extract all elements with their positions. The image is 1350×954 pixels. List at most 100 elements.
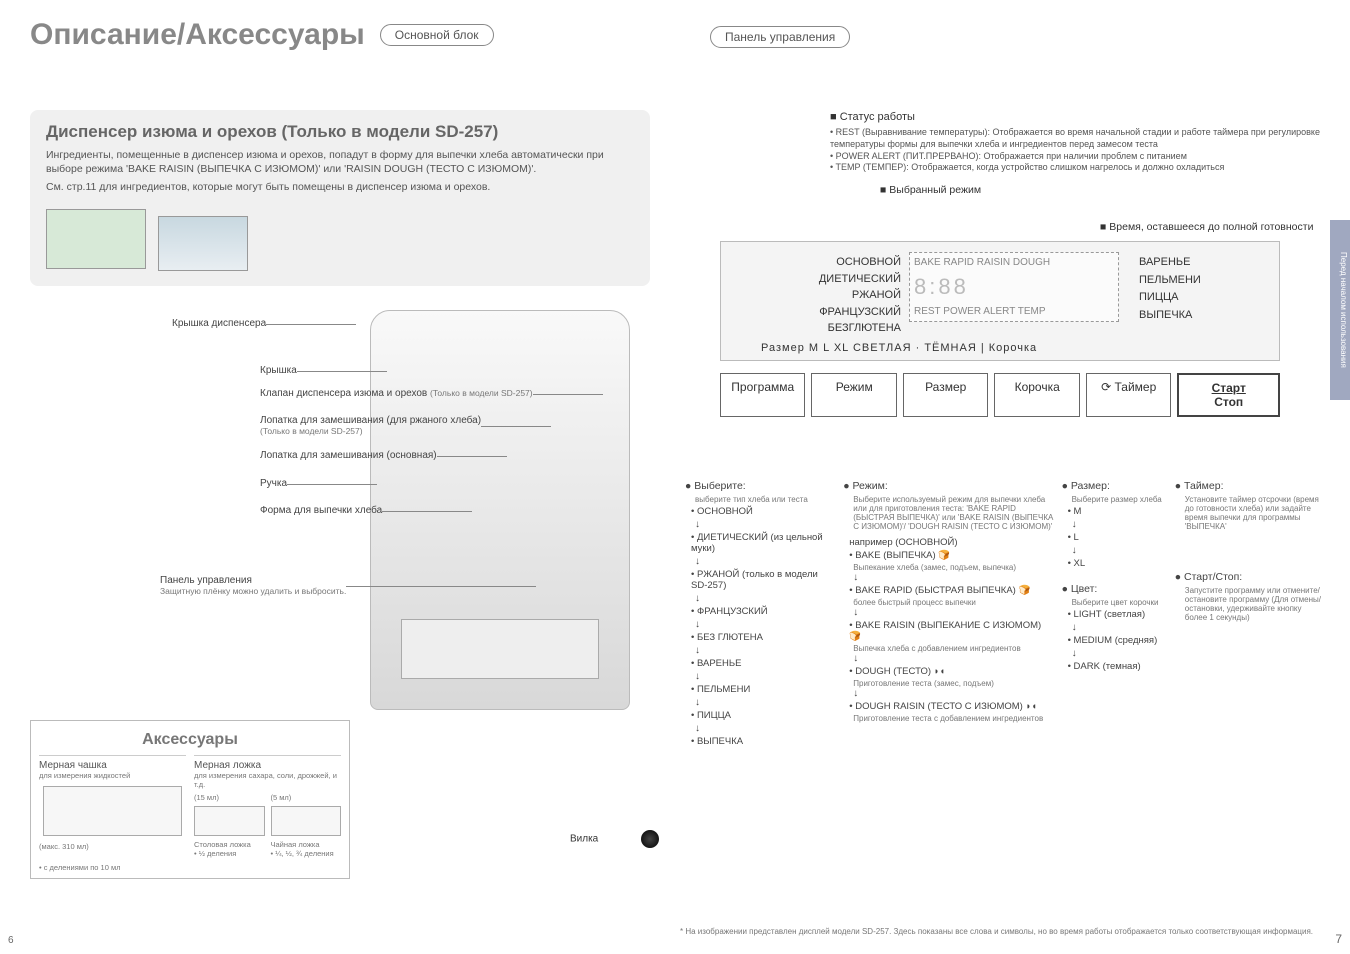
stop-label: Стоп: [1183, 395, 1274, 409]
center-digits: 8:88: [914, 274, 1114, 300]
label-valve: Клапан диспенсера изюма и орехов (Только…: [260, 388, 533, 399]
panel-on-machine: [401, 619, 599, 679]
dr-1: ПЕЛЬМЕНИ: [1139, 272, 1249, 290]
guide-mode: Режим: Выберите используемый режим для в…: [843, 480, 1053, 749]
dr-0: ВАРЕНЬЕ: [1139, 254, 1249, 272]
mi-4: более быстрый процесс выпечки: [853, 598, 1053, 607]
si-8: • БЕЗ ГЛЮТЕНА: [691, 632, 835, 643]
timer-button[interactable]: ⟳ Таймер: [1086, 373, 1171, 417]
size-head: Размер:: [1062, 480, 1167, 492]
start-label: Старт: [1183, 381, 1274, 395]
measuring-spoon-col: Мерная ложка для измерения сахара, соли,…: [194, 755, 341, 872]
mi-1: Выпекание хлеба (замес, подъем, выпечка): [853, 563, 1053, 572]
program-button[interactable]: Программа: [720, 373, 805, 417]
cup-max: (макс. 310 мл): [39, 842, 186, 851]
dispenser-text2: См. стр.11 для ингредиентов, которые мог…: [46, 180, 634, 194]
timer-sub: Установите таймер отсрочки (время до гот…: [1185, 495, 1325, 531]
label-dispenser-lid: Крышка диспенсера: [172, 318, 266, 329]
szi-4: • XL: [1068, 558, 1167, 569]
dispenser-box: Диспенсер изюма и орехов (Только в модел…: [30, 110, 650, 286]
dispenser-title: Диспенсер изюма и орехов (Только в модел…: [46, 122, 634, 142]
si-10: • ВАРЕНЬЕ: [691, 658, 835, 669]
dl-0: ОСНОВНОЙ: [761, 254, 901, 271]
color-sub: Выберите цвет корочки: [1072, 598, 1167, 607]
si-11: ↓: [695, 671, 835, 682]
si-3: ↓: [695, 556, 835, 567]
szi-1: ↓: [1072, 519, 1167, 530]
start-stop-button[interactable]: Старт Стоп: [1177, 373, 1280, 417]
control-panel-note: Защитную плёнку можно удалить и выбросит…: [160, 586, 346, 596]
plug-illustration: [641, 830, 659, 848]
cup-sub: для измерения жидкостей: [39, 771, 186, 780]
mi-9: • DOUGH (ТЕСТО) ◗◖: [849, 666, 1053, 677]
si-6: • ФРАНЦУЗСКИЙ: [691, 606, 835, 617]
mi-5: ↓: [853, 607, 1053, 618]
timer-head: Таймер:: [1175, 480, 1325, 492]
mi-12: • DOUGH RAISIN (ТЕСТО С ИЗЮМОМ) ◗◖: [849, 701, 1053, 712]
dispenser-text1: Ингредиенты, помещенные в диспенсер изюм…: [46, 148, 634, 176]
size-button[interactable]: Размер: [903, 373, 988, 417]
label-blade-rye: Лопатка для замешивания (для ржаного хле…: [260, 415, 481, 437]
cup-scale: • с делениями по 10 мл: [39, 863, 186, 872]
mi-7: Выпечка хлеба с добавлением ингредиентов: [853, 644, 1053, 653]
tbsp-ml: (15 мл): [194, 793, 265, 802]
mode-button[interactable]: Режим: [811, 373, 896, 417]
si-4: • РЖАНОЙ (только в модели SD-257): [691, 569, 835, 591]
cup-title: Мерная чашка: [39, 760, 186, 771]
szi-2: • L: [1068, 532, 1167, 543]
tbsp-label: Столовая ложка: [194, 840, 265, 849]
mi-8: ↓: [853, 653, 1053, 664]
dispenser-photo-2: [158, 216, 248, 271]
label-control-panel: Панель управления Защитную плёнку можно …: [160, 575, 346, 597]
center-top: BAKE RAPID RAISIN DOUGH: [914, 257, 1114, 268]
label-valve-note: (Только в модели SD-257): [430, 388, 533, 398]
si-2: • ДИЕТИЧЕСКИЙ (из цельной муки): [691, 532, 835, 554]
label-handle: Ручка: [260, 478, 287, 489]
remaining-time-label: Время, оставшееся до полной готовности: [1100, 221, 1320, 233]
mi-11: ↓: [853, 688, 1053, 699]
mi-2: ↓: [853, 572, 1053, 583]
tsp-note: • ¼, ½, ¾ деления: [271, 849, 342, 858]
label-valve-text: Клапан диспенсера изюма и орехов: [260, 388, 427, 399]
crust-button[interactable]: Корочка: [994, 373, 1079, 417]
si-0: • ОСНОВНОЙ: [691, 506, 835, 517]
status-block: Статус работы • REST (Выравнивание темпе…: [830, 110, 1320, 174]
si-1: ↓: [695, 519, 835, 530]
mi-3: • BAKE RAPID (БЫСТРАЯ ВЫПЕЧКА) 🍞: [849, 585, 1053, 596]
cup-illustration: [43, 786, 182, 836]
dl-3: ФРАНЦУЗСКИЙ: [761, 304, 901, 321]
page-number-right: 7: [1335, 932, 1342, 946]
display-bottom-row: Размер M L XL СВЕТЛАЯ · ТЁМНАЯ | Корочка: [761, 342, 1037, 354]
color-head: Цвет:: [1062, 583, 1167, 595]
si-14: • ПИЦЦА: [691, 710, 835, 721]
spoon-sub: для измерения сахара, соли, дрожжей, и т…: [194, 771, 341, 789]
display-left-list: ОСНОВНОЙ ДИЕТИЧЕСКИЙ РЖАНОЙ ФРАНЦУЗСКИЙ …: [761, 254, 901, 337]
side-tab: Перед началом использования: [1330, 220, 1350, 400]
ci-2: • MEDIUM (средняя): [1068, 635, 1167, 646]
mi-0: • BAKE (ВЫПЕЧКА) 🍞: [849, 550, 1053, 561]
status-power: • POWER ALERT (ПИТ.ПРЕРВАНО): Отображает…: [830, 151, 1320, 163]
ci-3: ↓: [1072, 648, 1167, 659]
mode-example: например (ОСНОВНОЙ): [849, 537, 1053, 548]
start-head: Старт/Стоп:: [1175, 571, 1325, 583]
plug-text: Вилка: [570, 834, 598, 845]
tbsp-note: • ½ деления: [194, 849, 265, 858]
si-16: • ВЫПЕЧКА: [691, 736, 835, 747]
label-blade-main: Лопатка для замешивания (основная): [260, 450, 437, 461]
status-rest: • REST (Выравнивание температуры): Отобр…: [830, 127, 1320, 150]
dispenser-photo-1: [46, 209, 146, 269]
tbsp-illustration: [194, 806, 265, 836]
label-lid: Крышка: [260, 365, 297, 376]
left-column: Диспенсер изюма и орехов (Только в модел…: [30, 110, 650, 286]
control-panel-text: Панель управления: [160, 575, 252, 586]
guide-size-color: Размер: Выберите размер хлеба • M ↓ • L …: [1062, 480, 1167, 749]
page-title: Описание/Аксессуары: [30, 18, 365, 52]
szi-3: ↓: [1072, 545, 1167, 556]
right-column: Статус работы • REST (Выравнивание темпе…: [680, 110, 1320, 417]
status-head: Статус работы: [830, 110, 1320, 124]
footnote: * На изображении представлен дисплей мод…: [680, 927, 1320, 936]
select-head: Выберите:: [685, 480, 835, 492]
guide-timer-start: Таймер: Установите таймер отсрочки (врем…: [1175, 480, 1325, 749]
accessories-title: Аксессуары: [39, 731, 341, 749]
dl-2: РЖАНОЙ: [761, 287, 901, 304]
